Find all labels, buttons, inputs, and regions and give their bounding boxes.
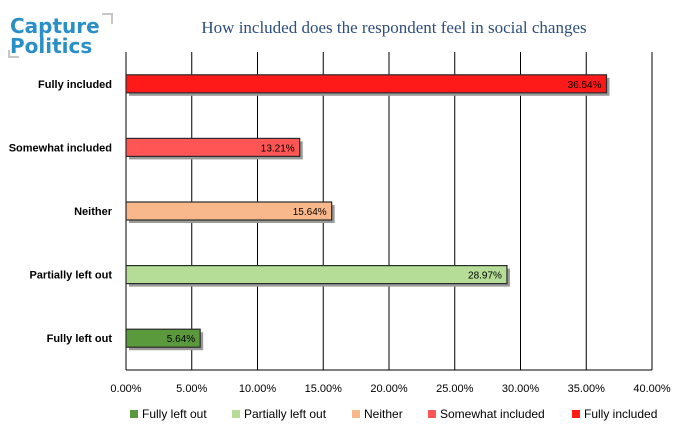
y-tick-label: Neither xyxy=(74,206,113,218)
legend-item-fully-left-out: Fully left out xyxy=(130,403,207,425)
legend-swatch xyxy=(130,410,138,418)
bar-somewhat-included xyxy=(125,137,301,157)
data-label: 36.54% xyxy=(568,80,602,91)
legend-swatch xyxy=(232,410,240,418)
data-label: 15.64% xyxy=(293,207,327,218)
y-tick-label: Somewhat included xyxy=(9,142,112,154)
y-tick-label: Fully included xyxy=(38,79,112,91)
y-tick-label: Fully left out xyxy=(47,333,113,345)
logo-frame-icon xyxy=(8,13,113,58)
legend-item-fully-included: Fully included xyxy=(572,403,657,425)
bar-chart: 0.00% 5.00% 10.00% 15.00% 20.00% 25.00% 30.00%… xyxy=(9,52,671,395)
legend-label: Somewhat included xyxy=(440,407,545,421)
legend-label: Fully left out xyxy=(142,407,207,421)
x-tick-label: 40.00% xyxy=(633,383,671,395)
legend-item-partially-left-out: Partially left out xyxy=(232,403,326,425)
bar-neither xyxy=(125,201,333,221)
x-tick-label: 15.00% xyxy=(305,383,343,395)
legend-item-somewhat-included: Somewhat included xyxy=(428,403,545,425)
legend-swatch xyxy=(428,410,436,418)
bar-partially-left-out xyxy=(125,265,508,285)
chart-legend: Fully left out Partially left out Neither S… xyxy=(0,403,678,425)
legend-label: Partially left out xyxy=(244,407,327,421)
legend-label: Neither xyxy=(364,407,403,421)
x-tick-label: 0.00% xyxy=(110,383,141,395)
legend-label: Fully included xyxy=(584,407,658,421)
y-tick-label: Partially left out xyxy=(29,270,112,282)
legend-swatch xyxy=(572,410,580,418)
logo-line-capture: Capture xyxy=(10,14,100,38)
x-tick-label: 25.00% xyxy=(436,383,474,395)
data-label: 5.64% xyxy=(167,334,195,345)
x-tick-label: 35.00% xyxy=(568,383,606,395)
x-tick-label: 5.00% xyxy=(176,383,207,395)
bar-fully-left-out xyxy=(125,328,201,348)
x-tick-label: 10.00% xyxy=(239,383,277,395)
chart-title: How included does the respondent feel in… xyxy=(201,18,587,37)
bar-fully-included xyxy=(125,74,608,94)
data-label: 13.21% xyxy=(261,143,295,154)
capture-politics-logo: Capture Politics xyxy=(6,10,116,60)
x-tick-label: 30.00% xyxy=(502,383,540,395)
legend-item-neither: Neither xyxy=(352,403,403,425)
legend-swatch xyxy=(352,410,360,418)
data-label: 28.97% xyxy=(468,271,502,282)
logo-line-politics: Politics xyxy=(10,34,93,58)
x-tick-label: 20.00% xyxy=(370,383,408,395)
